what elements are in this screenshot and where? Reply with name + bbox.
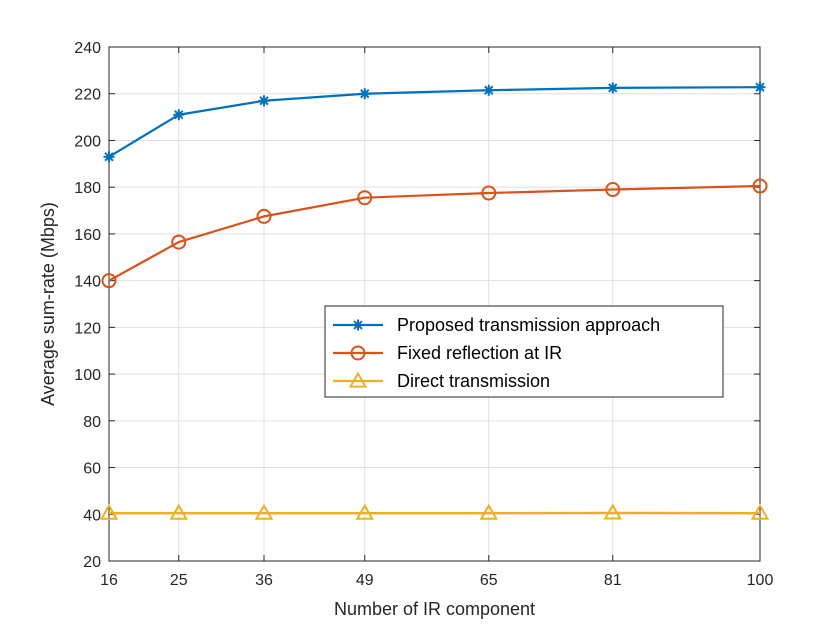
data-point [103, 151, 115, 163]
data-point [754, 81, 766, 93]
legend-swatch-marker [350, 345, 366, 361]
data-point [752, 178, 768, 194]
data-point [481, 185, 497, 201]
x-tick-label: 25 [170, 572, 188, 589]
data-point [607, 82, 619, 94]
x-tick-label: 36 [255, 572, 273, 589]
data-point [359, 88, 371, 100]
y-tick-label: 80 [83, 414, 101, 431]
data-point [254, 503, 274, 520]
legend-entry: Fixed reflection at IR [333, 343, 562, 363]
data-point [483, 84, 495, 96]
legend-label: Fixed reflection at IR [397, 343, 562, 363]
legend-entry: Direct transmission [333, 371, 550, 391]
data-point [479, 503, 498, 520]
data-point [101, 273, 117, 289]
y-tick-label: 180 [74, 180, 101, 197]
x-tick-label: 16 [100, 572, 118, 589]
y-tick-label: 20 [83, 554, 101, 571]
series-layer [99, 81, 770, 520]
y-axis: 20 40 60 80 100 120 140 160 180 200 220 240 [74, 40, 760, 571]
legend: Proposed transmission approach Fixed refl… [324, 305, 724, 398]
y-tick-label: 160 [74, 227, 101, 244]
data-point [357, 190, 373, 206]
data-point [256, 208, 272, 224]
data-point [171, 234, 187, 250]
series-3 [99, 503, 770, 520]
y-tick-label: 40 [83, 507, 101, 524]
series-1 [103, 81, 766, 163]
series-line [108, 86, 761, 158]
x-axis: 16 25 36 49 65 81 100 [100, 47, 773, 589]
x-axis-label: Number of IR component [334, 599, 535, 619]
grid [109, 47, 760, 561]
data-point [99, 503, 119, 520]
legend-label: Direct transmission [397, 371, 550, 391]
data-point [605, 182, 621, 198]
legend-entry: Proposed transmission approach [333, 315, 660, 335]
data-point [169, 503, 188, 520]
x-tick-label: 81 [604, 572, 622, 589]
y-tick-label: 100 [74, 367, 101, 384]
y-tick-label: 60 [83, 461, 101, 478]
y-axis-label: Average sum-rate (Mbps) [38, 202, 58, 406]
series-line [108, 184, 761, 282]
data-point [355, 503, 374, 520]
data-point [750, 503, 770, 520]
legend-swatch-marker [352, 319, 364, 331]
legend-swatch-marker [348, 371, 368, 388]
data-point [258, 95, 270, 107]
x-tick-label: 100 [747, 572, 774, 589]
series-2 [101, 178, 768, 289]
x-tick-label: 65 [480, 572, 498, 589]
data-point [603, 503, 622, 520]
x-tick-label: 49 [356, 572, 374, 589]
y-tick-label: 140 [74, 274, 101, 291]
legend-box [324, 305, 724, 398]
y-tick-label: 120 [74, 320, 101, 337]
y-tick-label: 220 [74, 87, 101, 104]
data-point [173, 109, 185, 121]
y-tick-label: 240 [74, 40, 101, 57]
plot-area-frame [108, 46, 761, 562]
legend-label: Proposed transmission approach [397, 315, 660, 335]
y-tick-label: 200 [74, 133, 101, 150]
